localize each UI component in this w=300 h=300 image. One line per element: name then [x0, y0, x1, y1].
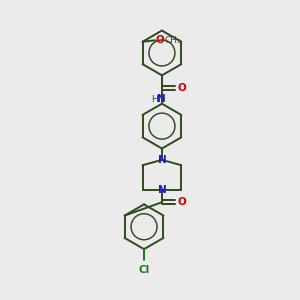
Text: O: O: [177, 83, 186, 93]
Text: H: H: [152, 95, 158, 104]
Text: N: N: [158, 185, 166, 195]
Text: O: O: [177, 197, 186, 207]
Text: Cl: Cl: [138, 265, 150, 275]
Text: CH₃: CH₃: [165, 36, 181, 45]
Text: O: O: [156, 35, 165, 45]
Text: N: N: [157, 94, 165, 104]
Text: N: N: [158, 155, 166, 165]
